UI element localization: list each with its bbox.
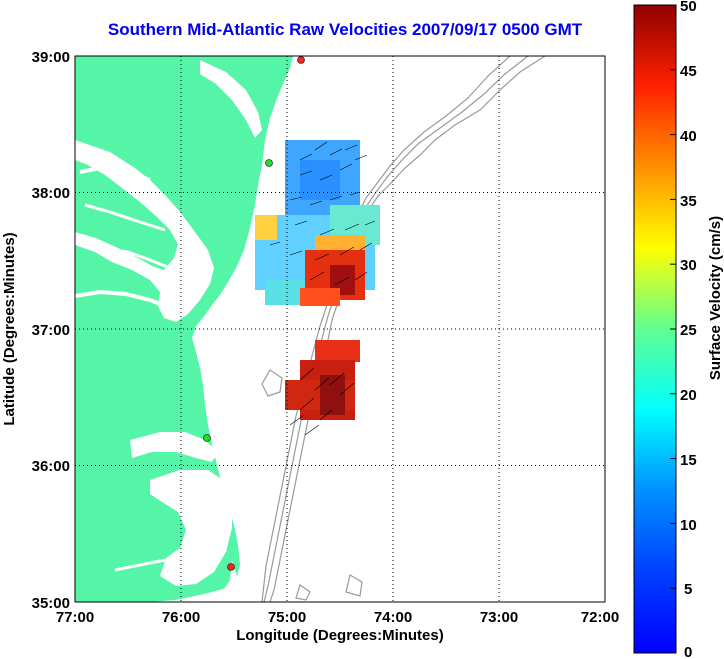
y-tick-label: 37:00 bbox=[32, 322, 70, 339]
colorbar-tick-label: 35 bbox=[680, 193, 697, 210]
colorbar-ticks bbox=[670, 4, 676, 589]
james-river bbox=[75, 289, 176, 312]
station-marker-3 bbox=[203, 434, 211, 442]
neuse-river bbox=[114, 558, 166, 572]
y-axis-label: Latitude (Degrees:Minutes) bbox=[1, 232, 18, 425]
albemarle-sound bbox=[130, 432, 218, 462]
velocity-field-north bbox=[255, 140, 380, 306]
colorbar-tick-labels: 50 45 40 35 30 25 20 15 10 5 0 bbox=[680, 0, 697, 659]
x-tick-label: 74:00 bbox=[374, 609, 412, 626]
colorbar-tick-label: 30 bbox=[680, 257, 697, 274]
map-title: Southern Mid-Atlantic Raw Velocities 200… bbox=[107, 20, 583, 39]
potomac-river bbox=[79, 165, 151, 182]
colorbar-label: Surface Velocity (cm/s) bbox=[707, 216, 724, 380]
chesapeake-bay bbox=[75, 140, 214, 322]
y-tick-label: 38:00 bbox=[32, 185, 70, 202]
x-tick-label: 76:00 bbox=[162, 609, 200, 626]
y-tick-label: 39:00 bbox=[32, 49, 70, 66]
york-river bbox=[99, 246, 171, 270]
station-marker-4 bbox=[227, 563, 235, 571]
x-tick-label: 77:00 bbox=[56, 609, 94, 626]
station-marker-2 bbox=[265, 159, 273, 167]
x-tick-label: 75:00 bbox=[268, 609, 306, 626]
rappahannock-river bbox=[84, 203, 166, 232]
station-marker-1 bbox=[297, 56, 305, 64]
velocity-vectors bbox=[269, 141, 376, 436]
x-tick-label: 73:00 bbox=[480, 609, 518, 626]
colorbar-tick-label: 50 bbox=[680, 0, 697, 15]
x-tick-label: 72:00 bbox=[581, 609, 619, 626]
x-axis-label: Longitude (Degrees:Minutes) bbox=[236, 627, 444, 644]
colorbar-tick-label: 40 bbox=[680, 128, 697, 145]
colorbar bbox=[633, 4, 677, 654]
grid-lines bbox=[75, 56, 605, 602]
y-tick-label: 35:00 bbox=[32, 595, 70, 612]
axes-frame bbox=[74, 55, 606, 603]
colorbar-tick-label: 0 bbox=[684, 644, 692, 659]
y-tick-label: 36:00 bbox=[32, 458, 70, 475]
colorbar-tick-label: 15 bbox=[680, 452, 697, 469]
colorbar-tick-label: 45 bbox=[680, 63, 697, 80]
delaware-bay bbox=[200, 60, 262, 138]
colorbar-tick-label: 5 bbox=[684, 581, 692, 598]
pamlico-sound bbox=[150, 470, 232, 586]
colorbar-tick-label: 20 bbox=[680, 387, 697, 404]
colorbar-tick-label: 10 bbox=[680, 517, 697, 534]
y-tick-labels: 39:00 38:00 37:00 36:00 35:00 bbox=[32, 49, 70, 612]
x-tick-labels: 77:00 76:00 75:00 74:00 73:00 72:00 bbox=[56, 609, 619, 626]
colorbar-tick-label: 25 bbox=[680, 322, 697, 339]
